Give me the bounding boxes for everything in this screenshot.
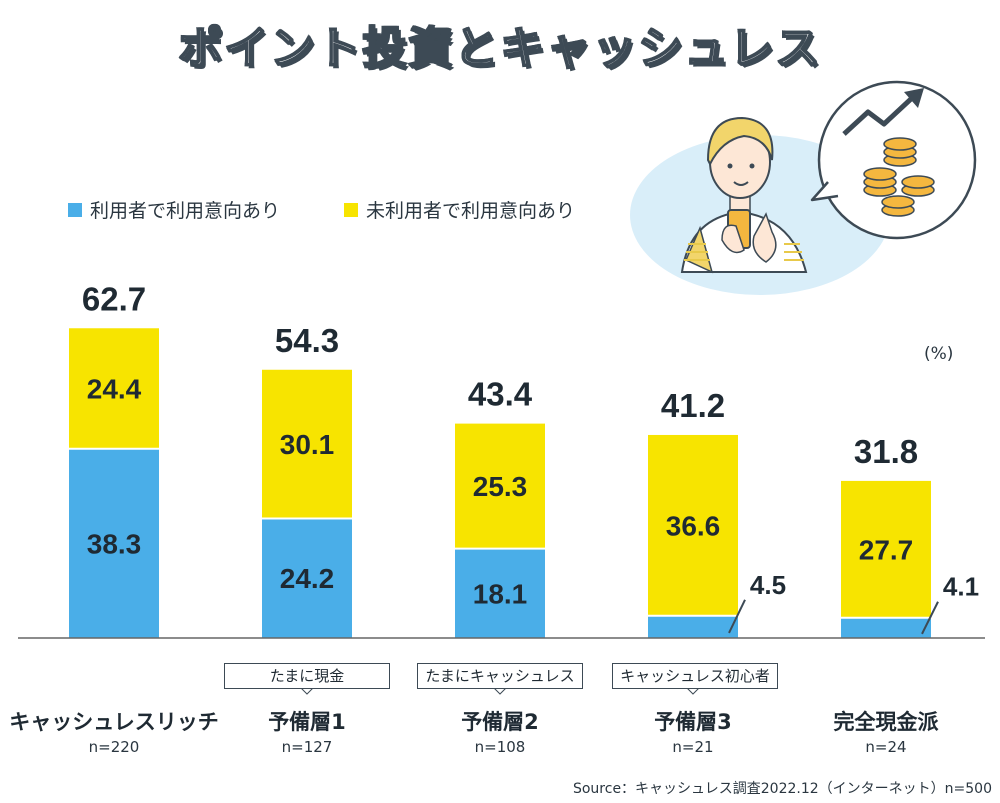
value-label-nonusers-yobiso1: 30.1 (280, 429, 335, 460)
bar-nonusers-yobiso3 (648, 434, 738, 616)
legend-label-nonusers: 未利用者で利用意向あり (366, 200, 576, 222)
value-label-nonusers-yobiso3: 36.6 (666, 510, 721, 541)
category-label-yobiso1: 予備層1 (268, 710, 346, 734)
category-label-cashless-rich: キャッシュレスリッチ (9, 710, 219, 734)
bar-users-yobiso1 (262, 518, 352, 638)
tag-pointer-2 (493, 687, 507, 695)
bar-users-yobiso2 (455, 548, 545, 638)
category-label-yobiso2: 予備層2 (461, 710, 539, 734)
value-label-users-yobiso1: 24.2 (280, 563, 335, 594)
bar-nonusers-yobiso1 (262, 369, 352, 519)
legend-nonusers: 未利用者で利用意向あり (344, 196, 575, 223)
value-label-users-kanzen-genkin: 4.1 (943, 572, 979, 602)
value-label-users-yobiso3: 4.5 (750, 570, 786, 600)
bar-users-kanzen-genkin (841, 617, 931, 638)
value-label-nonusers-kanzen-genkin: 27.7 (859, 534, 914, 565)
total-label-yobiso1: 54.3 (275, 322, 339, 359)
value-label-users-cashless-rich: 38.3 (87, 528, 142, 559)
value-label-nonusers-cashless-rich: 24.4 (87, 374, 142, 405)
sample-size-yobiso1: n=127 (281, 738, 333, 756)
unit-label: (%) (924, 344, 954, 364)
sample-size-cashless-rich: n=220 (88, 738, 140, 756)
bar-nonusers-cashless-rich (69, 328, 159, 449)
total-label-kanzen-genkin: 31.8 (854, 433, 918, 470)
value-label-users-yobiso2: 18.1 (473, 578, 528, 609)
category-label-yobiso3: 予備層3 (654, 710, 732, 734)
legend-swatch-nonusers (344, 202, 358, 217)
legend-swatch-users (68, 202, 82, 217)
tag-pointer-3 (686, 687, 700, 695)
leader-line-kanzen-genkin (921, 601, 939, 635)
total-label-cashless-rich: 62.7 (82, 280, 146, 317)
sample-size-yobiso2: n=108 (474, 738, 526, 756)
sample-size-kanzen-genkin: n=24 (865, 738, 907, 756)
tag-tamani-cashless: たまにキャッシュレス (417, 663, 583, 689)
total-label-yobiso2: 43.4 (468, 376, 533, 413)
source-note: Source：キャッシュレス調査2022.12（インターネット）n=500 (572, 781, 992, 797)
sample-size-yobiso3: n=21 (672, 738, 714, 756)
total-label-yobiso3: 41.2 (661, 387, 725, 424)
chart-title: ポイント投資とキャッシュレス (177, 22, 822, 75)
category-label-kanzen-genkin: 完全現金派 (833, 710, 939, 734)
leader-line-yobiso3 (728, 599, 746, 634)
bar-users-yobiso3 (648, 615, 738, 638)
legend-users: 利用者で利用意向あり (68, 196, 280, 223)
legend-label-users: 利用者で利用意向あり (90, 200, 281, 222)
bar-nonusers-yobiso2 (455, 423, 545, 549)
bar-users-cashless-rich (69, 448, 159, 638)
value-label-nonusers-yobiso2: 25.3 (473, 471, 528, 502)
tag-cashless-beginner: キャッシュレス初心者 (612, 663, 778, 689)
tag-pointer-1 (300, 687, 314, 695)
tag-tamani-genkin: たまに現金 (224, 663, 390, 689)
bar-nonusers-kanzen-genkin (841, 480, 931, 618)
